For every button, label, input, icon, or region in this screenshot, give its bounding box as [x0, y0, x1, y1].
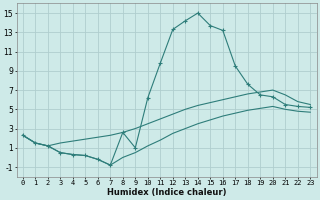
X-axis label: Humidex (Indice chaleur): Humidex (Indice chaleur) [107, 188, 226, 197]
